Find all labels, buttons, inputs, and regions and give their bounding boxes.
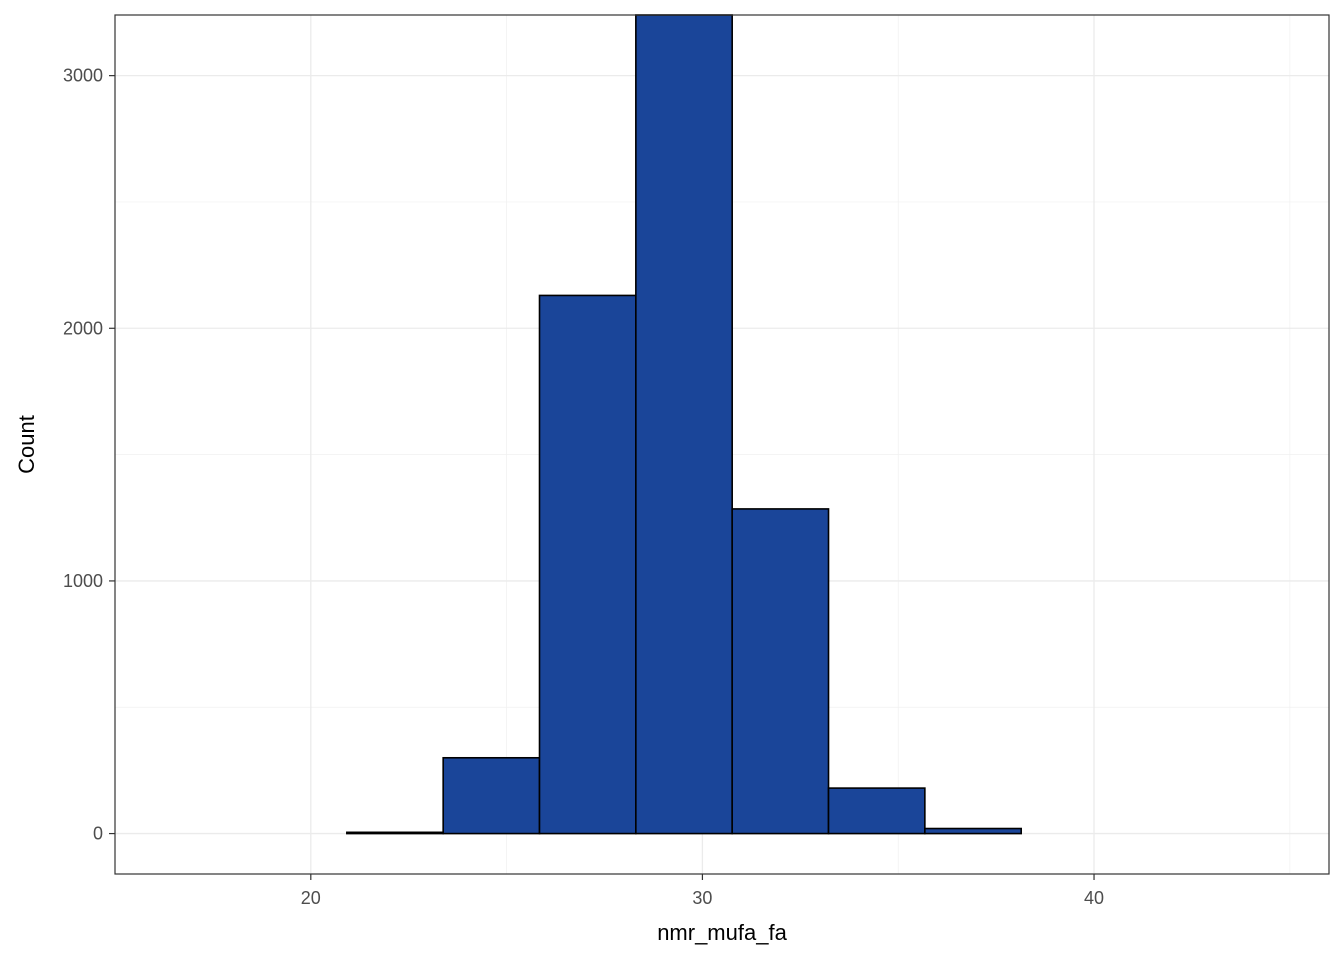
x-tick-label: 20 xyxy=(301,888,321,908)
histogram-bar-6 xyxy=(635,14,733,835)
panel-border xyxy=(114,14,1330,875)
histogram-bar-7 xyxy=(731,508,830,835)
histogram-bar-3 xyxy=(346,831,444,835)
histogram-bar-8 xyxy=(827,787,926,835)
y-tick-label: 3000 xyxy=(63,66,103,86)
axis-layer: 20 30 40 0 1000 2000 3000 xyxy=(63,66,1104,908)
y-tick-label: 2000 xyxy=(63,318,103,338)
histogram-bar-5 xyxy=(538,294,637,835)
y-axis-title: Count xyxy=(14,415,39,474)
bars-layer xyxy=(346,14,1022,835)
histogram-bar-4 xyxy=(442,756,541,835)
y-tick-label: 0 xyxy=(93,824,103,844)
x-axis-title: nmr_mufa_fa xyxy=(657,920,787,945)
y-tick-label: 1000 xyxy=(63,571,103,591)
x-tick-label: 30 xyxy=(692,888,712,908)
x-tick-label: 40 xyxy=(1084,888,1104,908)
histogram-bar-9 xyxy=(924,827,1022,835)
